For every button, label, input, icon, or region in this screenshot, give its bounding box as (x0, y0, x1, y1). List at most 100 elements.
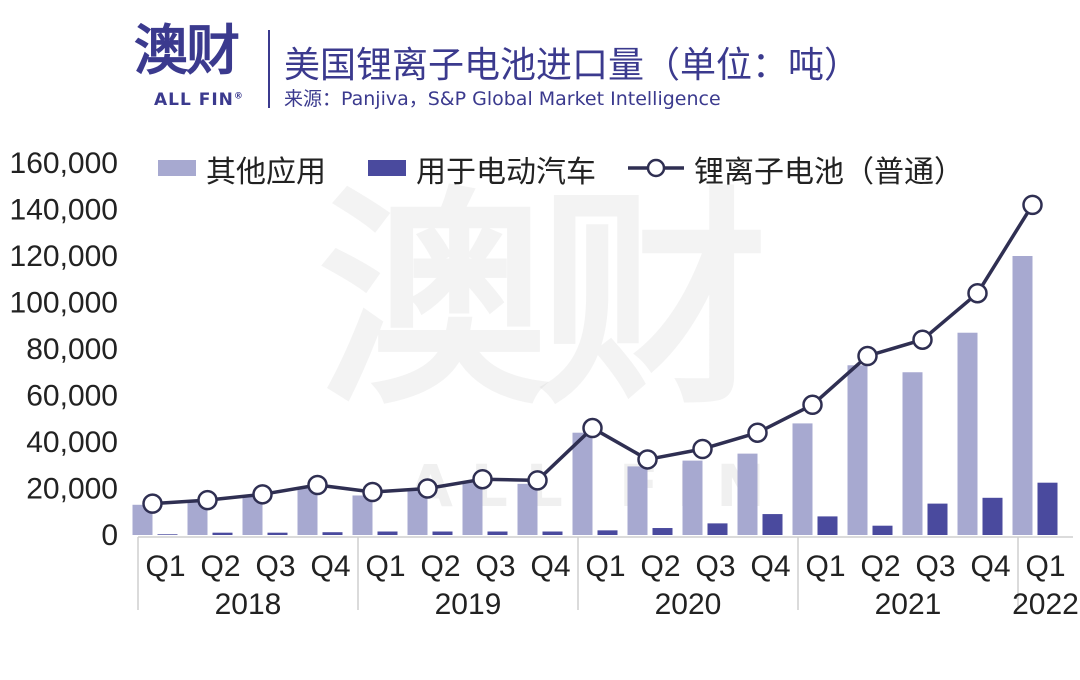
x-tick-label: Q1 (1025, 550, 1065, 583)
bar-other-applications (297, 488, 318, 535)
bar-other-applications (407, 490, 428, 535)
line-point (857, 345, 878, 367)
legend-label-other: 其他应用 (206, 156, 326, 189)
y-tick-label: 100,000 (10, 287, 118, 320)
x-tick-label: Q2 (640, 550, 680, 583)
x-tick-label: Q4 (310, 550, 350, 583)
bar-ev (1037, 482, 1058, 535)
bar-other-applications (682, 460, 703, 535)
x-group-label: 2020 (655, 588, 722, 621)
bar-ev (707, 523, 728, 535)
bar-ev (872, 525, 893, 535)
brand-logo-en: ALL FIN® (154, 90, 244, 110)
x-tick-label: Q2 (420, 550, 460, 583)
y-tick-label: 60,000 (26, 380, 118, 413)
bar-ev (817, 516, 838, 535)
bar-ev (927, 503, 948, 535)
bar-ev (212, 532, 233, 535)
bar-ev (432, 531, 453, 535)
bar-other-applications (792, 423, 813, 535)
legend-marker-line (646, 158, 666, 178)
y-tick-label: 120,000 (10, 240, 118, 273)
x-tick-label: Q3 (695, 550, 735, 583)
x-tick-label: Q1 (145, 550, 185, 583)
x-tick-label: Q4 (970, 550, 1010, 583)
bar-ev (597, 530, 618, 535)
x-group-label: 2019 (435, 588, 502, 621)
y-tick-label: 140,000 (10, 194, 118, 227)
bar-ev (322, 532, 343, 535)
legend-swatch-other (158, 160, 196, 176)
legend-label-ev: 用于电动汽车 (416, 156, 596, 189)
bar-other-applications (187, 502, 208, 535)
bar-other-applications (957, 332, 978, 535)
x-tick-label: Q1 (365, 550, 405, 583)
bar-other-applications (352, 495, 373, 535)
x-group-label: 2022 (1012, 588, 1079, 621)
x-tick-label: Q4 (530, 550, 570, 583)
x-tick-label: Q1 (585, 550, 625, 583)
chart-title: 美国锂离子电池进口量（单位：吨） (284, 45, 861, 86)
x-tick-label: Q2 (200, 550, 240, 583)
bar-ev (652, 528, 673, 535)
bar-other-applications (517, 483, 538, 535)
chart-source: 来源：Panjiva，S&P Global Market Intelligenc… (284, 88, 721, 110)
y-tick-label: 40,000 (26, 426, 118, 459)
line-point (472, 468, 493, 490)
y-axis: 0 20,000 40,000 60,000 80,000 100,000 120,000 1… (10, 147, 118, 552)
line-point (637, 449, 658, 470)
x-tick-label: Q2 (860, 550, 900, 583)
x-group-label: 2021 (875, 588, 942, 621)
y-tick-label: 0 (101, 519, 118, 552)
bar-other-applications (572, 432, 593, 535)
x-tick-label: Q3 (255, 550, 295, 583)
line-point (912, 329, 933, 350)
line-point (252, 484, 273, 505)
series-lithium-ion-total (142, 194, 1043, 514)
bar-ev (982, 497, 1003, 535)
x-tick-label: Q1 (805, 550, 845, 583)
y-tick-label: 160,000 (10, 147, 118, 180)
line-point (362, 481, 383, 503)
bar-ev (267, 532, 288, 535)
bar-other-applications (737, 453, 758, 535)
x-axis: Q1 Q2 Q3 Q4 Q1 Q2 Q3 Q4 Q1 Q2 Q3 Q4 Q1 Q2 Q3 Q4 Q1 2018 20… (137, 536, 1079, 621)
line-point (197, 489, 218, 511)
line-point (527, 470, 548, 491)
y-tick-label: 80,000 (26, 333, 118, 366)
x-tick-label: Q3 (475, 550, 515, 583)
legend-swatch-ev (368, 160, 406, 176)
bar-other-applications (1012, 256, 1033, 535)
y-tick-label: 20,000 (26, 473, 118, 506)
line-point (1022, 194, 1043, 216)
legend: 其他应用 用于电动汽车 锂离子电池（普通） (158, 156, 964, 189)
line-point (802, 394, 823, 416)
bar-ev (377, 531, 398, 535)
line-point (417, 478, 438, 499)
x-group-label: 2018 (215, 588, 282, 621)
bar-ev (542, 531, 563, 535)
line-point (582, 417, 603, 439)
brand-logo: 澳财 (134, 19, 240, 82)
bar-other-applications (242, 496, 263, 535)
line-point (692, 438, 713, 460)
series-ev (157, 482, 1058, 535)
bar-other-applications (462, 481, 483, 535)
x-tick-label: Q4 (750, 550, 790, 583)
bar-other-applications (847, 365, 868, 535)
line-point (307, 474, 328, 496)
line-point (747, 422, 768, 443)
legend-label-line: 锂离子电池（普通） (694, 156, 964, 189)
line-point (142, 493, 163, 514)
bar-other-applications (902, 372, 923, 535)
logo-divider (268, 30, 270, 108)
line-point (967, 282, 988, 304)
bar-ev (157, 534, 178, 535)
bar-ev (762, 514, 783, 535)
x-tick-label: Q3 (915, 550, 955, 583)
series-other-applications (132, 256, 1033, 535)
bar-ev (487, 531, 508, 535)
bar-other-applications (627, 466, 648, 535)
